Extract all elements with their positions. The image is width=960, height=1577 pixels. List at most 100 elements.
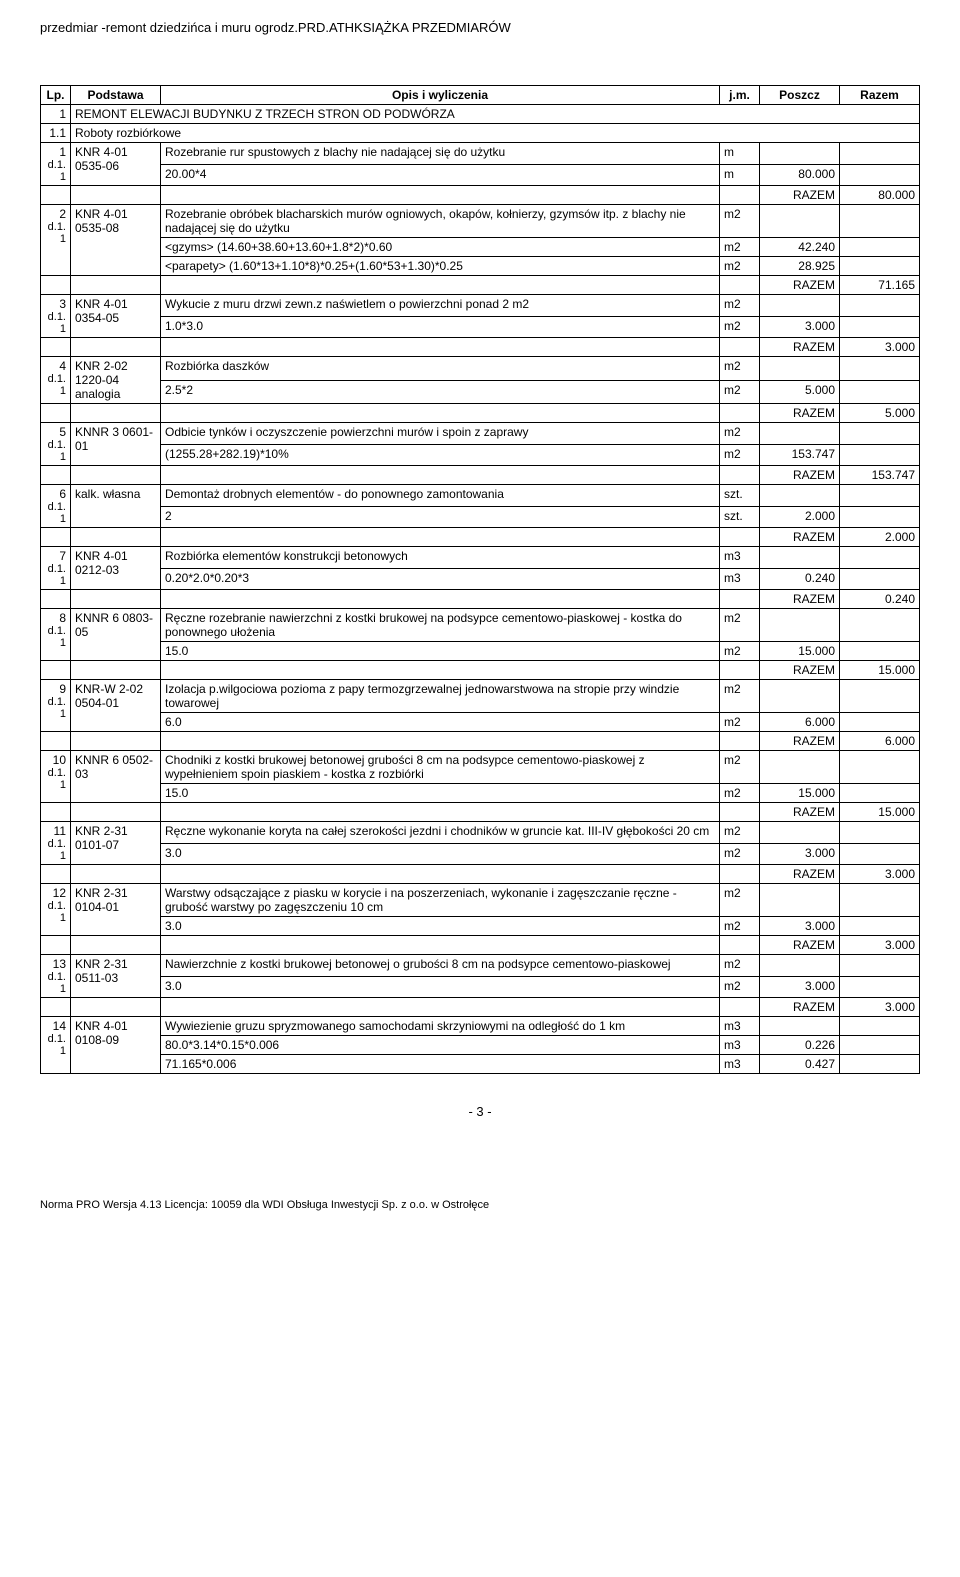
razem-row: RAZEM3.000	[41, 865, 920, 884]
item-row: 2d.1.1KNR 4-01 0535-08Rozebranie obróbek…	[41, 205, 920, 238]
item-poszcz	[760, 822, 840, 844]
section-title: REMONT ELEWACJI BUDYNKU Z TRZECH STRON O…	[71, 105, 920, 124]
item-row: 1d.1.1KNR 4-01 0535-06Rozebranie rur spu…	[41, 143, 920, 165]
razem-jm-empty	[720, 528, 760, 547]
razem-row: RAZEM15.000	[41, 661, 920, 680]
calc-jm: m3	[720, 1055, 760, 1074]
item-jm: m2	[720, 751, 760, 784]
calc-val: 3.000	[760, 917, 840, 936]
razem-podst-empty	[71, 466, 161, 485]
razem-label: RAZEM	[760, 466, 840, 485]
col-opis: Opis i wyliczenia	[161, 86, 720, 105]
razem-row: RAZEM71.165	[41, 276, 920, 295]
item-razem	[840, 884, 920, 917]
item-jm: m	[720, 143, 760, 165]
calc-val: 15.000	[760, 642, 840, 661]
item-desc: Rozbiórka daszków	[161, 357, 720, 381]
razem-jm-empty	[720, 338, 760, 357]
item-podstawa: KNR 4-01 0354-05	[71, 295, 161, 338]
item-jm: m2	[720, 295, 760, 317]
calc-val: 80.000	[760, 164, 840, 186]
razem-label: RAZEM	[760, 338, 840, 357]
razem-row: RAZEM80.000	[41, 186, 920, 205]
razem-value: 15.000	[840, 661, 920, 680]
razem-lp-empty	[41, 803, 71, 822]
razem-podst-empty	[71, 276, 161, 295]
razem-row: RAZEM6.000	[41, 732, 920, 751]
item-podstawa: KNR 2-31 0104-01	[71, 884, 161, 936]
calc-razem-empty	[840, 164, 920, 186]
item-poszcz	[760, 884, 840, 917]
calc-razem-empty	[840, 316, 920, 338]
razem-value: 6.000	[840, 732, 920, 751]
calc-jm: m2	[720, 784, 760, 803]
calc-row: <parapety> (1.60*13+1.10*8)*0.25+(1.60*5…	[41, 257, 920, 276]
calc-val: 153.747	[760, 444, 840, 466]
calc-expr: 20.00*4	[161, 164, 720, 186]
item-desc: Izolacja p.wilgociowa pozioma z papy ter…	[161, 680, 720, 713]
item-desc: Demontaż drobnych elementów - do ponowne…	[161, 485, 720, 507]
calc-val: 0.226	[760, 1036, 840, 1055]
calc-row: 71.165*0.006m30.427	[41, 1055, 920, 1074]
razem-desc-empty	[161, 661, 720, 680]
item-row: 5d.1.1KNNR 3 0601-01Odbicie tynków i ocz…	[41, 423, 920, 445]
razem-lp-empty	[41, 338, 71, 357]
item-poszcz	[760, 609, 840, 642]
razem-podst-empty	[71, 404, 161, 423]
item-row: 7d.1.1KNR 4-01 0212-03Rozbiórka elementó…	[41, 547, 920, 569]
measurement-table: Lp. Podstawa Opis i wyliczenia j.m. Posz…	[40, 85, 920, 1074]
calc-jm: m2	[720, 642, 760, 661]
calc-row: 20.00*4m80.000	[41, 164, 920, 186]
footer-text: Norma PRO Wersja 4.13 Licencja: 10059 dl…	[40, 1199, 920, 1211]
razem-desc-empty	[161, 803, 720, 822]
calc-expr: <gzyms> (14.60+38.60+13.60+1.8*2)*0.60	[161, 238, 720, 257]
item-jm: m2	[720, 357, 760, 381]
razem-row: RAZEM2.000	[41, 528, 920, 547]
item-razem	[840, 1017, 920, 1036]
item-jm: m2	[720, 884, 760, 917]
razem-desc-empty	[161, 865, 720, 884]
razem-value: 2.000	[840, 528, 920, 547]
calc-jm: m3	[720, 1036, 760, 1055]
item-lp: 2d.1.1	[41, 205, 71, 276]
item-podstawa: KNR 4-01 0108-09	[71, 1017, 161, 1074]
subsection-num: 1.1	[41, 124, 71, 143]
item-podstawa: KNR 4-01 0535-06	[71, 143, 161, 186]
item-lp: 7d.1.1	[41, 547, 71, 590]
page-number: - 3 -	[40, 1104, 920, 1119]
razem-jm-empty	[720, 803, 760, 822]
razem-value: 71.165	[840, 276, 920, 295]
item-desc: Rozebranie rur spustowych z blachy nie n…	[161, 143, 720, 165]
item-row: 12d.1.1KNR 2-31 0104-01Warstwy odsączają…	[41, 884, 920, 917]
item-row: 9d.1.1KNR-W 2-02 0504-01Izolacja p.wilgo…	[41, 680, 920, 713]
subsection-row: 1.1Roboty rozbiórkowe	[41, 124, 920, 143]
calc-expr: 15.0	[161, 642, 720, 661]
calc-jm: m2	[720, 257, 760, 276]
razem-jm-empty	[720, 276, 760, 295]
item-desc: Ręczne wykonanie koryta na całej szeroko…	[161, 822, 720, 844]
item-desc: Chodniki z kostki brukowej betonowej gru…	[161, 751, 720, 784]
razem-label: RAZEM	[760, 936, 840, 955]
razem-label: RAZEM	[760, 276, 840, 295]
item-podstawa: KNR 4-01 0212-03	[71, 547, 161, 590]
calc-razem-empty	[840, 444, 920, 466]
razem-row: RAZEM3.000	[41, 998, 920, 1017]
item-poszcz	[760, 547, 840, 569]
calc-razem-empty	[840, 1036, 920, 1055]
razem-desc-empty	[161, 466, 720, 485]
calc-jm: m2	[720, 380, 760, 404]
calc-jm: m2	[720, 917, 760, 936]
item-razem	[840, 547, 920, 569]
razem-desc-empty	[161, 528, 720, 547]
calc-razem-empty	[840, 568, 920, 590]
item-row: 3d.1.1KNR 4-01 0354-05Wykucie z muru drz…	[41, 295, 920, 317]
calc-val: 3.000	[760, 976, 840, 998]
razem-podst-empty	[71, 186, 161, 205]
razem-value: 3.000	[840, 998, 920, 1017]
razem-value: 15.000	[840, 803, 920, 822]
razem-label: RAZEM	[760, 732, 840, 751]
item-poszcz	[760, 357, 840, 381]
calc-jm: m2	[720, 444, 760, 466]
razem-podst-empty	[71, 936, 161, 955]
item-row: 14d.1.1KNR 4-01 0108-09Wywiezienie gruzu…	[41, 1017, 920, 1036]
